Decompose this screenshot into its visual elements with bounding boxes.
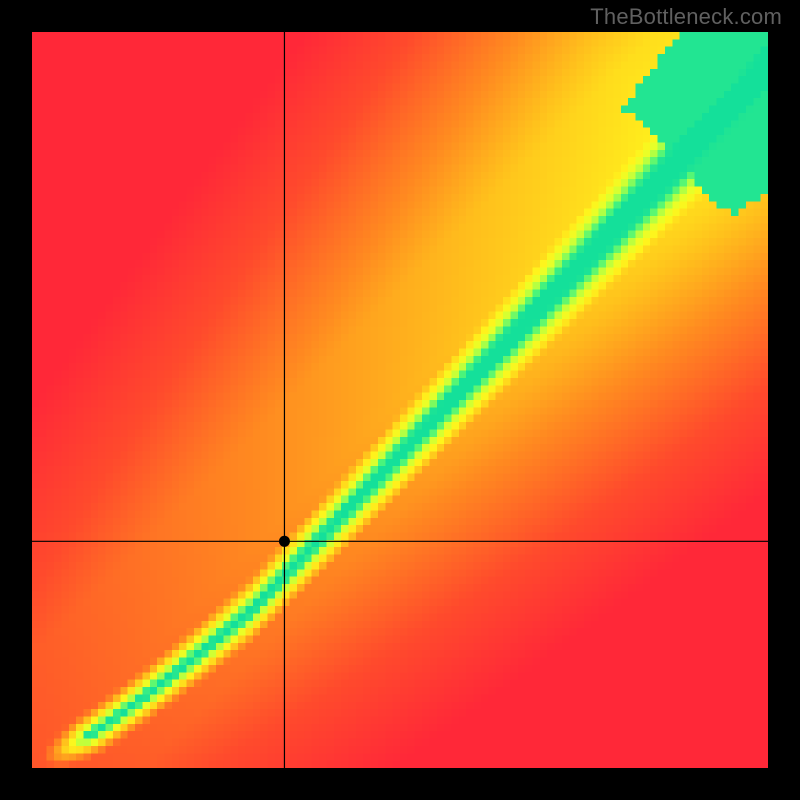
heatmap-canvas bbox=[32, 32, 768, 768]
watermark-text: TheBottleneck.com bbox=[590, 4, 782, 30]
plot-area bbox=[32, 32, 768, 768]
